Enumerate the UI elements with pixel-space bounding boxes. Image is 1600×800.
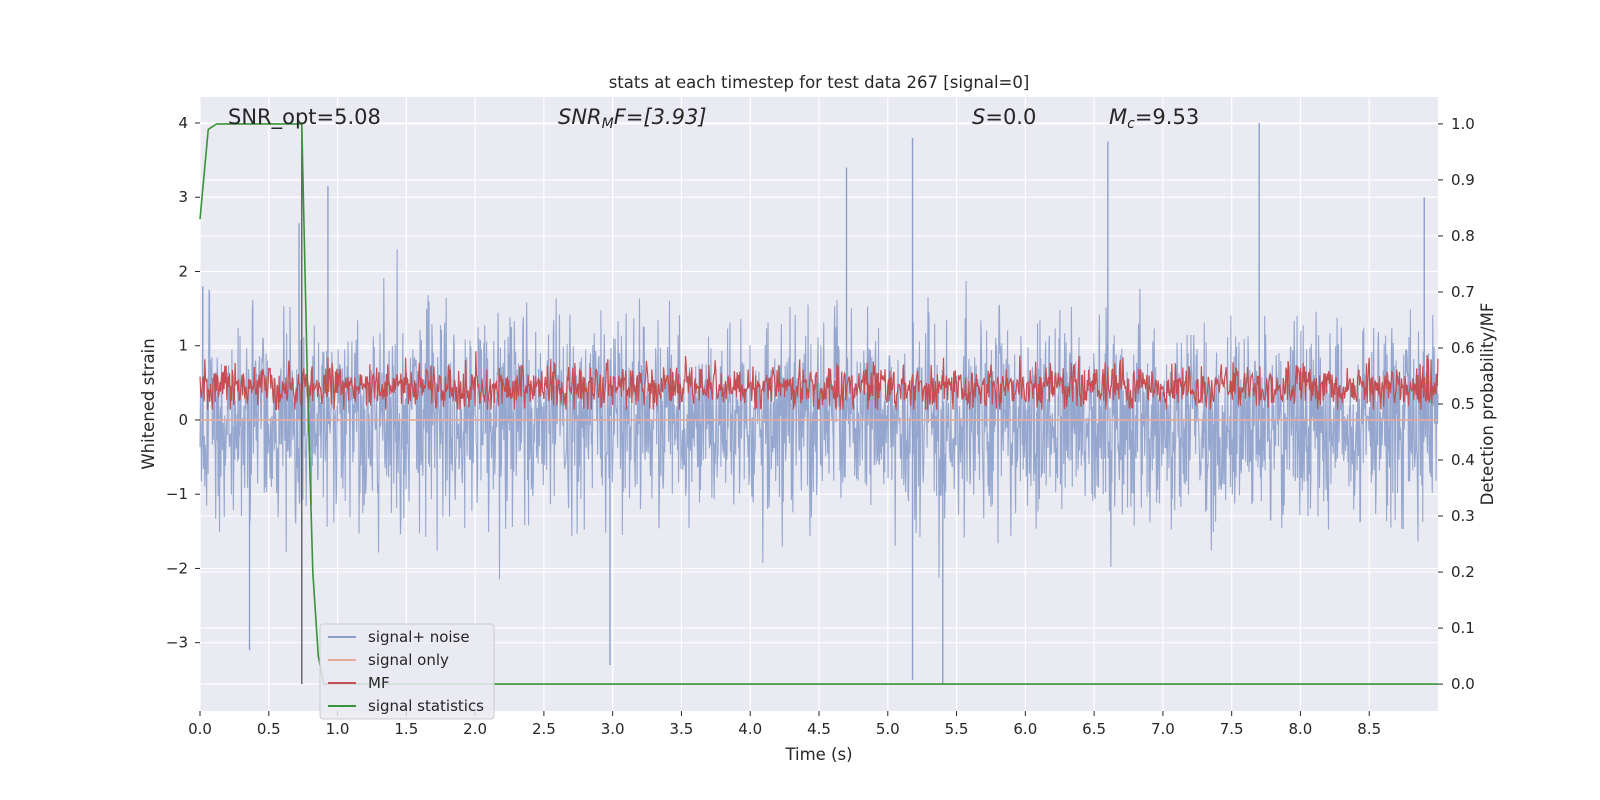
y-axis-label-left: Whitened strain (139, 338, 158, 469)
annotation-mc-rest: =9.53 (1135, 105, 1199, 129)
series-signal-statistics (199, 123, 1438, 685)
legend-label-signal-only: signal only (368, 651, 449, 669)
legend-label-signal-statistics: signal statistics (368, 697, 484, 715)
series-mf (199, 351, 1439, 411)
x-tick-label: 7.5 (1220, 720, 1244, 738)
y-tick-label-right: 0.7 (1451, 283, 1475, 301)
annotation-mc: Mc=9.53 (1109, 105, 1199, 132)
y-tick-label-right: 0.9 (1451, 171, 1475, 189)
y-tick-label-left: −1 (166, 485, 188, 503)
x-tick-label: 0.0 (188, 720, 212, 738)
y-tick-label-left: 2 (178, 262, 188, 280)
annotation-snr-mf: SNRMF=[3.93] (558, 105, 707, 132)
annotation-mc-sub: c (1127, 116, 1135, 132)
annotation-snr-mf-symbol: SNR (558, 105, 602, 129)
x-tick-label: 6.5 (1082, 720, 1106, 738)
x-tick-label: 4.0 (738, 720, 762, 738)
x-tick-label: 2.0 (463, 720, 487, 738)
y-tick-label-right: 0.4 (1451, 451, 1475, 469)
y-axis-label-right: Detection probability/MF (1478, 303, 1497, 506)
legend-label-mf: MF (368, 674, 390, 692)
series-signal-noise (199, 249, 1439, 580)
x-tick-label: 7.0 (1151, 720, 1175, 738)
x-tick-label: 3.0 (601, 720, 625, 738)
y-tick-label-right: 1.0 (1451, 115, 1475, 133)
y-tick-label-left: −3 (166, 634, 188, 652)
y-tick-label-right: 0.2 (1451, 563, 1475, 581)
x-tick-label: 1.0 (326, 720, 350, 738)
annotation-snr-mf-rest: F=[3.93] (614, 105, 707, 129)
x-tick-label: 4.5 (807, 720, 831, 738)
x-tick-label: 6.0 (1013, 720, 1037, 738)
series-layer (199, 122, 1439, 685)
annotation-s-rest: =0.0 (985, 105, 1036, 129)
y-tick-label-right: 0.5 (1451, 395, 1475, 413)
x-tick-label: 5.0 (876, 720, 900, 738)
y-tick-label-left: 1 (178, 337, 188, 355)
chart-title: stats at each timestep for test data 267… (609, 73, 1030, 92)
y-tick-label-left: 4 (178, 114, 188, 132)
x-tick-label: 0.5 (257, 720, 281, 738)
x-tick-label: 8.0 (1289, 720, 1313, 738)
y-tick-label-right: 0.1 (1451, 619, 1475, 637)
legend-box (319, 623, 495, 720)
x-tick-label: 1.5 (394, 720, 418, 738)
x-tick-label: 2.5 (532, 720, 556, 738)
y-tick-label-left: 0 (178, 411, 188, 429)
annotation-snr-mf-sub: M (602, 116, 614, 132)
y-tick-label-right: 0.6 (1451, 339, 1475, 357)
x-axis-label: Time (s) (784, 745, 852, 764)
axes: 0.0 0.5 1.0 1.5 2.0 2.5 3.0 3.5 4.0 4.5 5.0 5.5 6.0 6… (166, 114, 1475, 738)
y-tick-label-right: 0.8 (1451, 227, 1475, 245)
annotation-snr-opt: SNR_opt=5.08 (228, 105, 381, 130)
annotation-s-symbol: S (972, 105, 985, 129)
legend: signal+ noise signal only MF signal stat… (319, 623, 495, 720)
x-tick-label: 5.5 (945, 720, 969, 738)
y-tick-label-left: 3 (178, 188, 188, 206)
x-tick-label: 8.5 (1357, 720, 1381, 738)
legend-label-signal-noise: signal+ noise (368, 628, 470, 646)
annotation-s: S=0.0 (972, 105, 1036, 129)
x-tick-label: 3.5 (670, 720, 694, 738)
y-tick-label-right: 0.3 (1451, 507, 1475, 525)
y-tick-label-right: 0.0 (1451, 675, 1475, 693)
y-tick-label-left: −2 (166, 559, 188, 577)
annotation-mc-symbol: M (1109, 105, 1127, 129)
